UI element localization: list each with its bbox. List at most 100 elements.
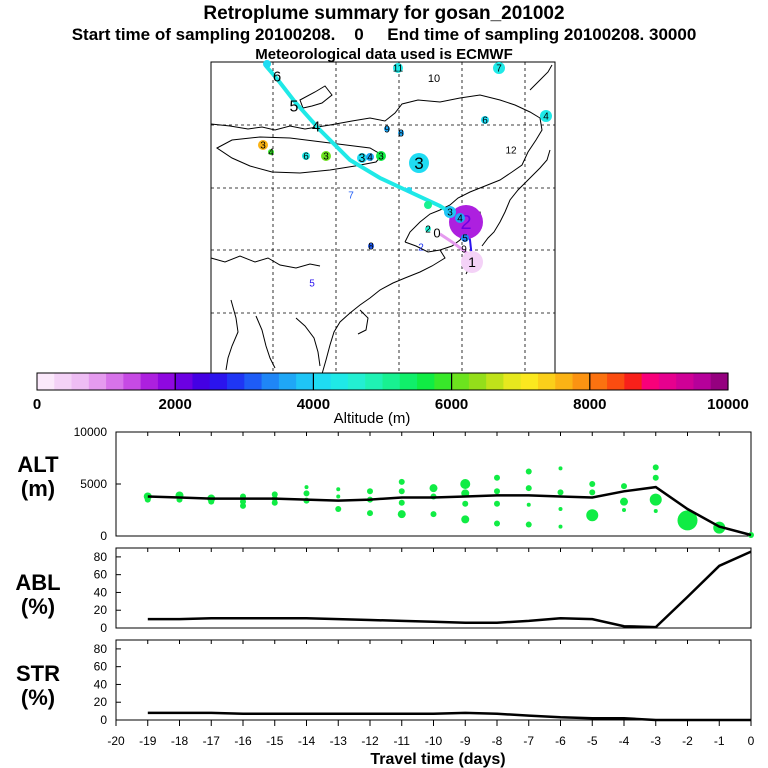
altitude-dot	[525, 468, 532, 475]
series-line	[147, 550, 752, 629]
cluster-label: 7	[496, 64, 502, 75]
colorbar-frame	[36, 372, 729, 391]
colorbar-swatch	[140, 373, 159, 390]
altitude-dot	[304, 485, 309, 490]
cluster-label: 4	[312, 118, 320, 135]
altitude-dot	[430, 511, 437, 518]
colorbar-swatch	[261, 373, 280, 390]
cluster-label: 11	[393, 64, 404, 75]
cluster-label: 12	[505, 146, 517, 157]
colorbar-swatch	[175, 373, 194, 390]
colorbar-swatch	[278, 373, 297, 390]
y-tick-label: 40	[94, 677, 108, 691]
sampling-time-line: Start time of sampling 20100208. 0 End t…	[71, 25, 697, 44]
y-tick-label: 40	[94, 585, 108, 599]
cluster-label: 10	[428, 73, 440, 85]
cluster-label: 6	[303, 152, 309, 163]
cluster-marker	[444, 206, 456, 218]
cluster-marker	[406, 187, 412, 193]
panel-ylabel: ABL	[15, 570, 60, 595]
cluster-label: 5	[462, 234, 468, 245]
x-tick-label: -18	[171, 734, 189, 748]
altitude-dot	[367, 488, 373, 495]
cluster-marker	[461, 251, 483, 273]
altitude-dot	[526, 502, 531, 507]
colorbar-swatch	[710, 373, 729, 390]
panel-ylabel: (m)	[21, 476, 55, 501]
cluster-label: 7	[348, 191, 354, 202]
altitude-dot	[494, 488, 500, 495]
y-tick-label: 0	[100, 713, 107, 727]
cluster-marker	[481, 116, 489, 124]
altitude-dot	[367, 510, 373, 517]
cluster-marker	[398, 130, 404, 136]
colorbar-swatch	[468, 373, 487, 390]
panel-ylabel: (%)	[21, 594, 55, 619]
cluster-label: 6	[482, 116, 488, 127]
altitude-dot	[208, 498, 215, 505]
panel-ylabel: STR	[16, 661, 60, 686]
cluster-marker	[302, 152, 310, 160]
cluster-label: 4	[543, 112, 549, 123]
y-tick-label: 60	[94, 568, 108, 582]
series-line	[147, 485, 752, 537]
cluster-marker	[258, 140, 268, 150]
x-tick-label: -14	[298, 734, 316, 748]
y-tick-label: 5000	[80, 477, 107, 491]
cluster-label: 3	[447, 208, 453, 219]
altitude-dot	[240, 502, 246, 509]
altitude-dot	[398, 499, 405, 506]
x-tick-label: -7	[523, 734, 534, 748]
colorbar-swatch	[209, 373, 228, 390]
altitude-dot	[677, 510, 698, 531]
colorbar-swatch	[503, 373, 522, 390]
cluster-marker	[366, 153, 374, 161]
cluster-marker	[493, 62, 505, 74]
cluster-marker	[368, 243, 374, 249]
colorbar-swatch	[676, 373, 695, 390]
colorbar-swatch	[227, 373, 245, 390]
y-tick-label: 10000	[74, 425, 108, 439]
altitude-dot	[461, 515, 470, 524]
cluster-marker	[425, 226, 431, 232]
colorbar-swatch	[123, 373, 142, 390]
panel-frame	[115, 431, 752, 537]
x-tick-label: -5	[587, 734, 598, 748]
x-axis-label: Travel time (days)	[370, 751, 505, 768]
colorbar-tick-label: 8000	[573, 396, 606, 413]
altitude-dot	[525, 485, 532, 492]
colorbar-swatch	[537, 373, 556, 390]
y-tick-label: 60	[94, 660, 108, 674]
altitude-dot	[622, 508, 626, 512]
colorbar-tick-label: 6000	[435, 396, 468, 413]
colorbar-swatch	[693, 373, 712, 390]
y-tick-label: 0	[100, 621, 107, 635]
cluster-label: 9	[461, 245, 467, 256]
cluster-marker	[268, 149, 274, 155]
cluster-label: 3	[359, 151, 366, 165]
colorbar-swatch	[88, 373, 107, 390]
altitude-dot	[494, 520, 500, 527]
colorbar-swatch	[572, 373, 591, 390]
trajectory-path	[264, 64, 464, 222]
x-tick-label: -11	[394, 734, 411, 748]
cluster-marker	[384, 126, 390, 132]
x-tick-label: -12	[361, 734, 379, 748]
colorbar-swatch	[434, 373, 453, 390]
altitude-dot	[620, 497, 628, 506]
cluster-marker	[409, 153, 429, 173]
altitude-dot	[398, 488, 405, 495]
cluster-marker	[263, 60, 271, 68]
panel-frame	[115, 547, 752, 629]
colorbar-swatch	[417, 373, 435, 390]
cluster-label: 1	[468, 254, 476, 270]
y-tick-label: 0	[100, 529, 107, 543]
altitude-dot	[525, 521, 532, 528]
altitude-dot	[557, 489, 564, 496]
altitude-dot	[398, 478, 405, 485]
altitude-dot	[649, 493, 662, 506]
colorbar-swatch	[106, 373, 124, 390]
x-tick-label: -4	[619, 734, 630, 748]
colorbar-swatch	[399, 373, 418, 390]
